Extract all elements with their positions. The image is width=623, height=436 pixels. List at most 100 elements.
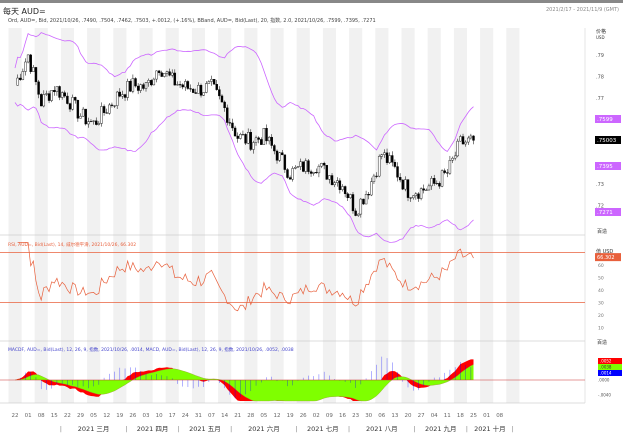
- month-label: 2021 七月: [307, 424, 339, 433]
- grid-band: [34, 28, 48, 403]
- candle: [370, 181, 373, 196]
- date-tick: 05: [90, 413, 97, 419]
- candle: [453, 155, 457, 159]
- rsi-axis-title: 值 USD: [596, 248, 613, 255]
- price-label: .75003: [597, 138, 617, 144]
- rsi-tick: 60: [598, 263, 604, 269]
- candle: [144, 82, 148, 89]
- candle: [325, 164, 328, 180]
- candle: [425, 189, 428, 191]
- candle: [220, 95, 224, 103]
- date-tick: 09: [326, 413, 333, 419]
- date-tick: 23: [352, 413, 359, 419]
- date-tick: 19: [287, 413, 294, 419]
- candle: [433, 178, 436, 184]
- candle: [178, 84, 182, 86]
- candle: [79, 115, 82, 119]
- candle: [377, 156, 381, 177]
- candle: [375, 175, 378, 177]
- grid-band: [322, 28, 336, 403]
- macd-value-label: .0014: [600, 371, 612, 376]
- candle: [270, 136, 273, 146]
- bollinger-lower: [14, 102, 474, 243]
- candle: [320, 163, 323, 167]
- date-tick: 08: [38, 413, 45, 419]
- month-separator: |: [296, 426, 298, 433]
- unit-label: 百造: [597, 228, 607, 235]
- candle: [349, 194, 352, 199]
- candle: [299, 161, 302, 167]
- candle: [302, 161, 305, 172]
- rsi-value-label: 66.302: [597, 255, 615, 261]
- rsi-line: [17, 242, 474, 312]
- candle: [53, 90, 56, 93]
- candle: [448, 160, 452, 174]
- price-axis-title: 价格: [596, 28, 606, 35]
- candle: [254, 137, 258, 143]
- candle: [322, 163, 326, 166]
- candle: [157, 70, 161, 73]
- grid-band: [506, 28, 520, 403]
- candle: [304, 160, 308, 172]
- macd-value-label: .0052: [600, 359, 612, 364]
- candle: [102, 106, 106, 113]
- candle: [37, 81, 40, 95]
- candle: [294, 167, 297, 169]
- candle: [398, 177, 402, 181]
- candle: [354, 210, 357, 216]
- candle: [359, 198, 363, 215]
- date-tick: 22: [12, 413, 19, 419]
- bollinger-upper: [14, 32, 474, 152]
- candle: [288, 177, 292, 180]
- candle: [409, 197, 412, 199]
- date-tick: 19: [116, 413, 123, 419]
- date-tick: 26: [129, 413, 136, 419]
- candle: [419, 188, 423, 199]
- candle: [244, 134, 247, 144]
- date-tick: 07: [208, 413, 215, 419]
- candle: [330, 175, 334, 186]
- candle: [435, 182, 439, 184]
- date-tick: 14: [221, 413, 228, 419]
- date-tick: 25: [470, 413, 477, 419]
- candle: [226, 107, 229, 123]
- month-label: 2021 三月: [78, 425, 110, 433]
- candle: [333, 182, 336, 186]
- candle: [16, 77, 19, 86]
- candle: [223, 101, 226, 109]
- date-tick: 20: [405, 413, 412, 419]
- candle: [461, 136, 465, 145]
- candle: [275, 150, 279, 161]
- candle: [129, 81, 132, 92]
- candle: [239, 134, 242, 139]
- rsi-legend: RSI, AUD=, Bid(Last), 14, 威尔德平滑, 2021/10…: [8, 241, 136, 248]
- candle: [472, 135, 475, 141]
- candle: [202, 92, 205, 96]
- candle: [388, 155, 391, 163]
- candle: [126, 81, 129, 98]
- date-tick: 21: [234, 413, 241, 419]
- grid-band: [87, 28, 101, 403]
- grid-band: [191, 28, 205, 403]
- candle: [210, 78, 213, 82]
- date-tick: 17: [169, 413, 176, 419]
- candle: [228, 122, 232, 124]
- candle: [97, 123, 101, 125]
- candle: [312, 172, 315, 174]
- candle: [24, 61, 27, 72]
- candle: [393, 162, 397, 167]
- price-axis-unit: USD: [596, 35, 605, 40]
- price-label: .7271: [597, 210, 613, 216]
- candle: [108, 104, 111, 114]
- candle: [218, 89, 221, 97]
- date-tick: 28: [247, 413, 254, 419]
- candle: [50, 90, 53, 101]
- grid-band: [165, 28, 179, 403]
- candle: [173, 72, 177, 86]
- date-tick: 03: [143, 413, 150, 419]
- candle: [338, 180, 342, 190]
- candle: [241, 134, 245, 136]
- candle: [176, 84, 179, 86]
